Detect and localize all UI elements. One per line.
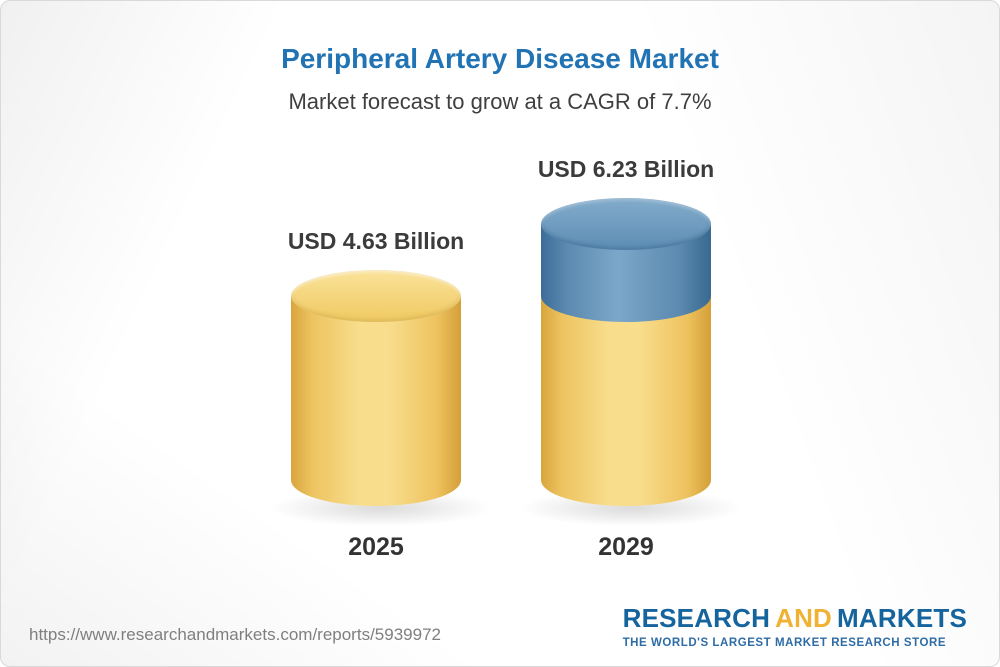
- cylinder-2029-base: [541, 296, 711, 506]
- cylinder-2029-growth: [541, 197, 711, 323]
- year-label-2029: 2029: [598, 533, 654, 561]
- logo-word-and: AND: [775, 603, 833, 633]
- bar-group-2029: USD 6.23 Billion 2029: [516, 1, 746, 666]
- cylinder-top-face: [291, 270, 461, 323]
- page-title: Peripheral Artery Disease Market: [281, 43, 719, 74]
- page-subtitle: Market forecast to grow at a CAGR of 7.7…: [288, 89, 712, 114]
- logo-tagline: THE WORLD'S LARGEST MARKET RESEARCH STOR…: [622, 637, 947, 649]
- cylinder-top-face: [541, 197, 711, 250]
- value-label-2025: USD 4.63 Billion: [287, 228, 465, 255]
- year-label-2025: 2025: [348, 533, 404, 561]
- value-label-2029: USD 6.23 Billion: [537, 155, 715, 182]
- logo-word-markets: MARKETS: [837, 603, 967, 633]
- logo-wordmark: RESEARCH AND MARKETS: [623, 603, 967, 634]
- cylinder-2025: [291, 270, 461, 506]
- logo-word-research: RESEARCH: [622, 603, 771, 633]
- report-url-link[interactable]: https://www.researchandmarkets.com/repor…: [29, 625, 441, 644]
- research-and-markets-logo: RESEARCH AND MARKETS THE WORLD'S LARGEST M…: [623, 603, 967, 649]
- bar-group-2025: USD 4.63 Billion 2025: [266, 1, 496, 666]
